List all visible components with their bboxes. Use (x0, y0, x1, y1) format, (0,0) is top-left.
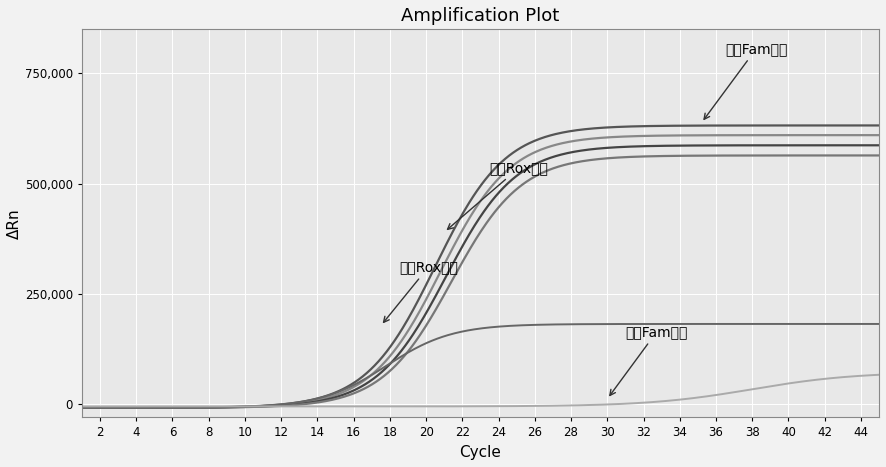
Text: 阴性Rox通道: 阴性Rox通道 (384, 260, 458, 322)
Text: 阳性Rox通道: 阳性Rox通道 (447, 161, 548, 229)
Text: 阳性Fam通道: 阳性Fam通道 (704, 42, 788, 119)
Title: Amplification Plot: Amplification Plot (401, 7, 560, 25)
Y-axis label: ΔRn: ΔRn (7, 208, 22, 239)
Text: 阴性Fam通道: 阴性Fam通道 (610, 325, 688, 396)
X-axis label: Cycle: Cycle (460, 445, 501, 460)
